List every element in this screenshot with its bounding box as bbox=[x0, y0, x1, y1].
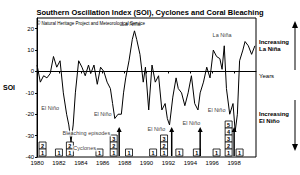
svg-text:1: 1 bbox=[215, 150, 218, 156]
svg-text:Years: Years bbox=[259, 73, 274, 79]
svg-text:1: 1 bbox=[178, 150, 181, 156]
svg-text:1986: 1986 bbox=[96, 160, 110, 166]
svg-text:1992: 1992 bbox=[162, 160, 176, 166]
svg-text:-40: -40 bbox=[25, 154, 35, 160]
svg-text:1994: 1994 bbox=[184, 160, 198, 166]
svg-text:0: 0 bbox=[31, 68, 35, 74]
svg-text:10: 10 bbox=[27, 47, 34, 53]
svg-text:1980: 1980 bbox=[30, 160, 44, 166]
svg-text:2: 2 bbox=[163, 143, 166, 149]
svg-text:Cyclones: Cyclones bbox=[73, 145, 96, 151]
svg-text:2: 2 bbox=[112, 143, 115, 149]
svg-text:1: 1 bbox=[163, 150, 166, 156]
svg-text:2: 2 bbox=[41, 143, 44, 149]
svg-text:1: 1 bbox=[112, 150, 115, 156]
svg-text:1: 1 bbox=[195, 150, 198, 156]
svg-text:1: 1 bbox=[238, 150, 241, 156]
svg-text:3: 3 bbox=[227, 136, 230, 142]
svg-text:El Niño: El Niño bbox=[259, 118, 280, 124]
svg-text:1996: 1996 bbox=[206, 160, 220, 166]
svg-text:Increasing: Increasing bbox=[259, 39, 289, 45]
svg-text:El Niño: El Niño bbox=[41, 105, 59, 111]
svg-text:1990: 1990 bbox=[140, 160, 154, 166]
svg-text:El Niño: El Niño bbox=[183, 120, 201, 126]
svg-text:1: 1 bbox=[127, 150, 130, 156]
svg-text:El Niño: El Niño bbox=[94, 111, 112, 117]
svg-text:1: 1 bbox=[57, 150, 60, 156]
svg-text:-30: -30 bbox=[25, 133, 34, 139]
svg-text:3: 3 bbox=[112, 136, 115, 142]
svg-text:1: 1 bbox=[227, 150, 230, 156]
svg-text:© Natural Heritage Project and: © Natural Heritage Project and Meteorolo… bbox=[37, 20, 146, 26]
svg-text:El Niño: El Niño bbox=[148, 126, 166, 132]
svg-text:-20: -20 bbox=[25, 111, 34, 117]
svg-text:1: 1 bbox=[41, 150, 44, 156]
svg-text:-10: -10 bbox=[25, 90, 34, 96]
svg-text:1982: 1982 bbox=[52, 160, 66, 166]
svg-text:2: 2 bbox=[68, 143, 71, 149]
svg-text:El Niño: El Niño bbox=[208, 107, 226, 113]
svg-text:La Niña: La Niña bbox=[259, 46, 281, 52]
svg-text:2: 2 bbox=[227, 143, 230, 149]
svg-text:5: 5 bbox=[227, 122, 230, 128]
svg-text:1: 1 bbox=[68, 150, 71, 156]
svg-text:Bleaching episodes: Bleaching episodes bbox=[62, 130, 110, 136]
svg-text:La Niña: La Niña bbox=[213, 32, 233, 38]
svg-text:SOI: SOI bbox=[3, 84, 15, 91]
svg-text:Southern Oscillation Index (SO: Southern Oscillation Index (SOI), Cyclon… bbox=[36, 8, 264, 17]
svg-text:Increasing: Increasing bbox=[259, 111, 289, 117]
svg-text:1: 1 bbox=[152, 150, 155, 156]
svg-text:1998: 1998 bbox=[227, 160, 241, 166]
svg-text:1984: 1984 bbox=[74, 160, 88, 166]
svg-text:20: 20 bbox=[27, 26, 34, 32]
svg-text:1988: 1988 bbox=[118, 160, 132, 166]
svg-text:4: 4 bbox=[227, 129, 231, 135]
svg-text:3: 3 bbox=[163, 136, 166, 142]
svg-text:1: 1 bbox=[98, 150, 101, 156]
